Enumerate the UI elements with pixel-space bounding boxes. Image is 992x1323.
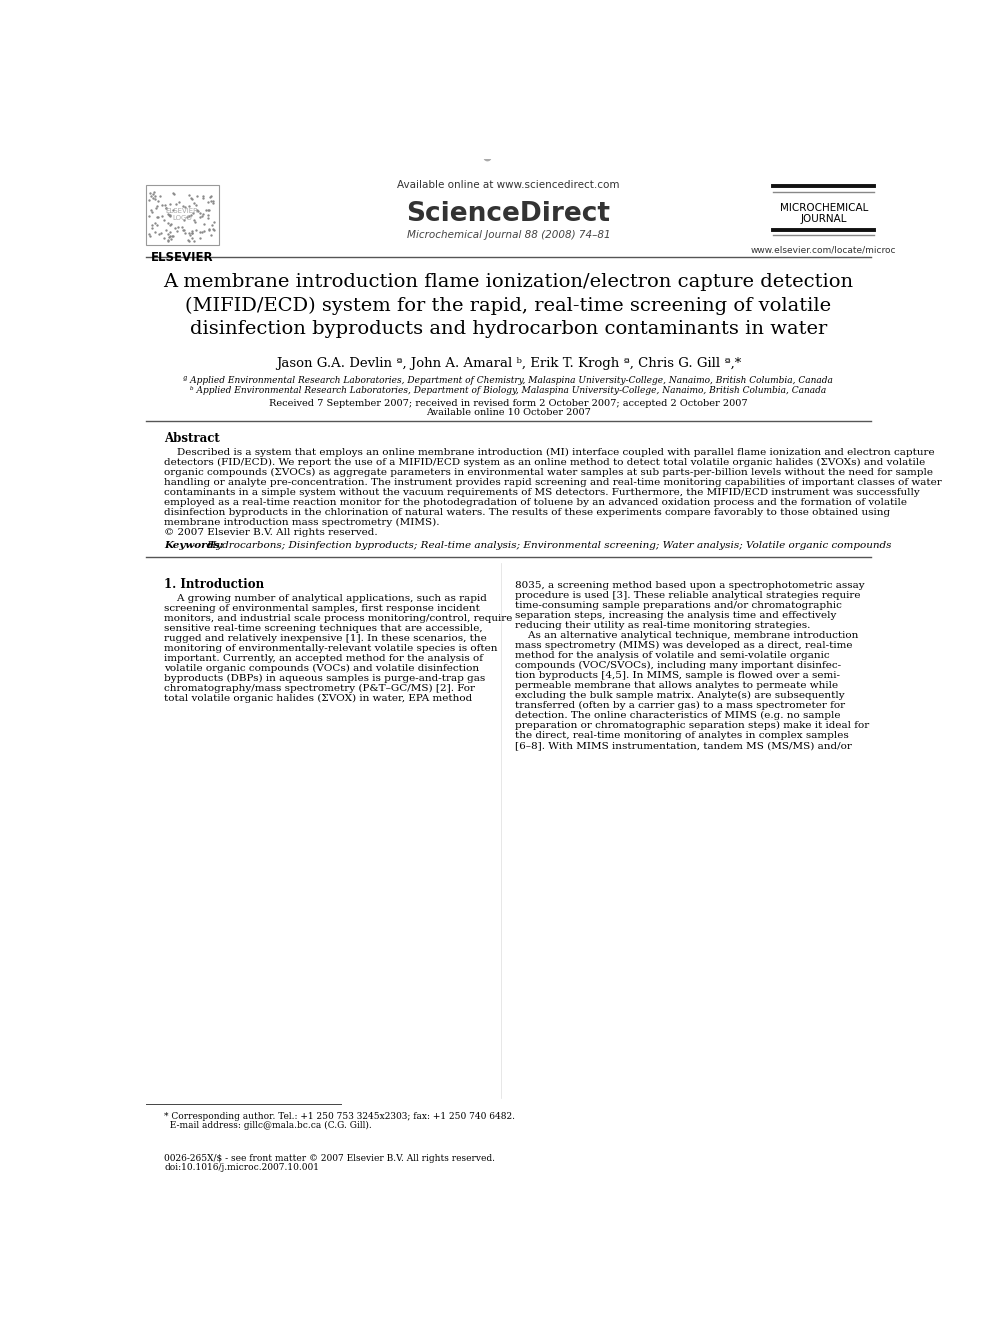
Text: detectors (FID/ECD). We report the use of a MIFID/ECD system as an online method: detectors (FID/ECD). We report the use o… (165, 458, 926, 467)
Text: preparation or chromatographic separation steps) make it ideal for: preparation or chromatographic separatio… (516, 721, 870, 730)
Text: 8035, a screening method based upon a spectrophotometric assay: 8035, a screening method based upon a sp… (516, 581, 865, 590)
Text: chromatography/mass spectrometry (P&T–GC/MS) [2]. For: chromatography/mass spectrometry (P&T–GC… (165, 684, 475, 693)
Text: 1. Introduction: 1. Introduction (165, 578, 265, 591)
Text: excluding the bulk sample matrix. Analyte(s) are subsequently: excluding the bulk sample matrix. Analyt… (516, 691, 845, 700)
Text: separation steps, increasing the analysis time and effectively: separation steps, increasing the analysi… (516, 611, 836, 619)
Text: time-consuming sample preparations and/or chromatographic: time-consuming sample preparations and/o… (516, 601, 842, 610)
Text: [6–8]. With MIMS instrumentation, tandem MS (MS/MS) and/or: [6–8]. With MIMS instrumentation, tandem… (516, 741, 852, 750)
Text: Received 7 September 2007; received in revised form 2 October 2007; accepted 2 O: Received 7 September 2007; received in r… (269, 400, 748, 407)
Text: www.elsevier.com/locate/microc: www.elsevier.com/locate/microc (751, 246, 897, 255)
Text: As an alternative analytical technique, membrane introduction: As an alternative analytical technique, … (516, 631, 859, 640)
Text: handling or analyte pre-concentration. The instrument provides rapid screening a: handling or analyte pre-concentration. T… (165, 479, 942, 487)
Text: procedure is used [3]. These reliable analytical strategies require: procedure is used [3]. These reliable an… (516, 591, 861, 599)
Text: Hydrocarbons; Disinfection byproducts; Real-time analysis; Environmental screeni: Hydrocarbons; Disinfection byproducts; R… (203, 541, 892, 550)
Text: permeable membrane that allows analytes to permeate while: permeable membrane that allows analytes … (516, 681, 838, 689)
Text: screening of environmental samples, first response incident: screening of environmental samples, firs… (165, 603, 480, 613)
Text: Described is a system that employs an online membrane introduction (MI) interfac: Described is a system that employs an on… (165, 448, 934, 458)
Text: ELSEVIER
LOGO: ELSEVIER LOGO (166, 209, 198, 221)
Text: © 2007 Elsevier B.V. All rights reserved.: © 2007 Elsevier B.V. All rights reserved… (165, 528, 378, 537)
Text: byproducts (DBPs) in aqueous samples is purge-and-trap gas: byproducts (DBPs) in aqueous samples is … (165, 673, 485, 683)
Text: transferred (often by a carrier gas) to a mass spectrometer for: transferred (often by a carrier gas) to … (516, 701, 845, 710)
Text: Keywords:: Keywords: (165, 541, 224, 550)
Text: MICROCHEMICAL: MICROCHEMICAL (780, 202, 868, 213)
Text: sensitive real-time screening techniques that are accessible,: sensitive real-time screening techniques… (165, 624, 483, 632)
Text: doi:10.1016/j.microc.2007.10.001: doi:10.1016/j.microc.2007.10.001 (165, 1163, 319, 1172)
Text: monitors, and industrial scale process monitoring/control, require: monitors, and industrial scale process m… (165, 614, 513, 623)
Text: contaminants in a simple system without the vacuum requirements of MS detectors.: contaminants in a simple system without … (165, 488, 920, 497)
Circle shape (476, 151, 483, 157)
Circle shape (476, 140, 483, 148)
Text: volatile organic compounds (VOCs) and volatile disinfection: volatile organic compounds (VOCs) and vo… (165, 664, 479, 673)
Text: ScienceDirect: ScienceDirect (407, 201, 610, 228)
Circle shape (484, 153, 491, 160)
Text: ELSEVIER: ELSEVIER (151, 251, 213, 265)
Text: organic compounds (ΣVOCs) as aggregate parameters in environmental water samples: organic compounds (ΣVOCs) as aggregate p… (165, 468, 933, 478)
Text: important. Currently, an accepted method for the analysis of: important. Currently, an accepted method… (165, 654, 483, 663)
Text: Abstract: Abstract (165, 433, 220, 445)
Text: * Corresponding author. Tel.: +1 250 753 3245x2303; fax: +1 250 740 6482.: * Corresponding author. Tel.: +1 250 753… (165, 1113, 515, 1121)
Circle shape (484, 143, 491, 149)
Text: Available online 10 October 2007: Available online 10 October 2007 (426, 409, 591, 417)
Text: monitoring of environmentally-relevant volatile species is often: monitoring of environmentally-relevant v… (165, 644, 498, 652)
Text: disinfection byproducts in the chlorination of natural waters. The results of th: disinfection byproducts in the chlorinat… (165, 508, 891, 517)
Text: mass spectrometry (MIMS) was developed as a direct, real-time: mass spectrometry (MIMS) was developed a… (516, 640, 853, 650)
Text: employed as a real-time reaction monitor for the photodegradation of toluene by : employed as a real-time reaction monitor… (165, 499, 908, 507)
Text: E-mail address: gillc@mala.bc.ca (C.G. Gill).: E-mail address: gillc@mala.bc.ca (C.G. G… (165, 1122, 372, 1130)
Bar (146, 185, 219, 245)
Text: 0026-265X/$ - see front matter © 2007 Elsevier B.V. All rights reserved.: 0026-265X/$ - see front matter © 2007 El… (165, 1154, 495, 1163)
Text: rugged and relatively inexpensive [1]. In these scenarios, the: rugged and relatively inexpensive [1]. I… (165, 634, 487, 643)
Text: the direct, real-time monitoring of analytes in complex samples: the direct, real-time monitoring of anal… (516, 730, 849, 740)
Text: total volatile organic halides (ΣVOX) in water, EPA method: total volatile organic halides (ΣVOX) in… (165, 693, 472, 703)
Text: Jason G.A. Devlin ª, John A. Amaral ᵇ, Erik T. Krogh ª, Chris G. Gill ª,*: Jason G.A. Devlin ª, John A. Amaral ᵇ, E… (276, 357, 741, 370)
Text: ª Applied Environmental Research Laboratories, Department of Chemistry, Malaspin: ª Applied Environmental Research Laborat… (184, 376, 833, 385)
Text: detection. The online characteristics of MIMS (e.g. no sample: detection. The online characteristics of… (516, 710, 841, 720)
Text: reducing their utility as real-time monitoring strategies.: reducing their utility as real-time moni… (516, 620, 810, 630)
Text: compounds (VOC/SVOCs), including many important disinfec-: compounds (VOC/SVOCs), including many im… (516, 660, 841, 669)
Circle shape (470, 146, 477, 153)
Text: membrane introduction mass spectrometry (MIMS).: membrane introduction mass spectrometry … (165, 519, 439, 528)
Circle shape (468, 139, 475, 146)
Text: JOURNAL: JOURNAL (801, 214, 847, 224)
Text: ᵇ Applied Environmental Research Laboratories, Department of Biology, Malaspina : ᵇ Applied Environmental Research Laborat… (190, 386, 826, 394)
Text: Microchemical Journal 88 (2008) 74–81: Microchemical Journal 88 (2008) 74–81 (407, 230, 610, 239)
Text: Available online at www.sciencedirect.com: Available online at www.sciencedirect.co… (397, 180, 620, 191)
Text: method for the analysis of volatile and semi-volatile organic: method for the analysis of volatile and … (516, 651, 830, 660)
Text: A growing number of analytical applications, such as rapid: A growing number of analytical applicati… (165, 594, 487, 603)
Text: tion byproducts [4,5]. In MIMS, sample is flowed over a semi-: tion byproducts [4,5]. In MIMS, sample i… (516, 671, 840, 680)
Text: A membrane introduction flame ionization/electron capture detection
(MIFID/ECD) : A membrane introduction flame ionization… (164, 273, 853, 339)
